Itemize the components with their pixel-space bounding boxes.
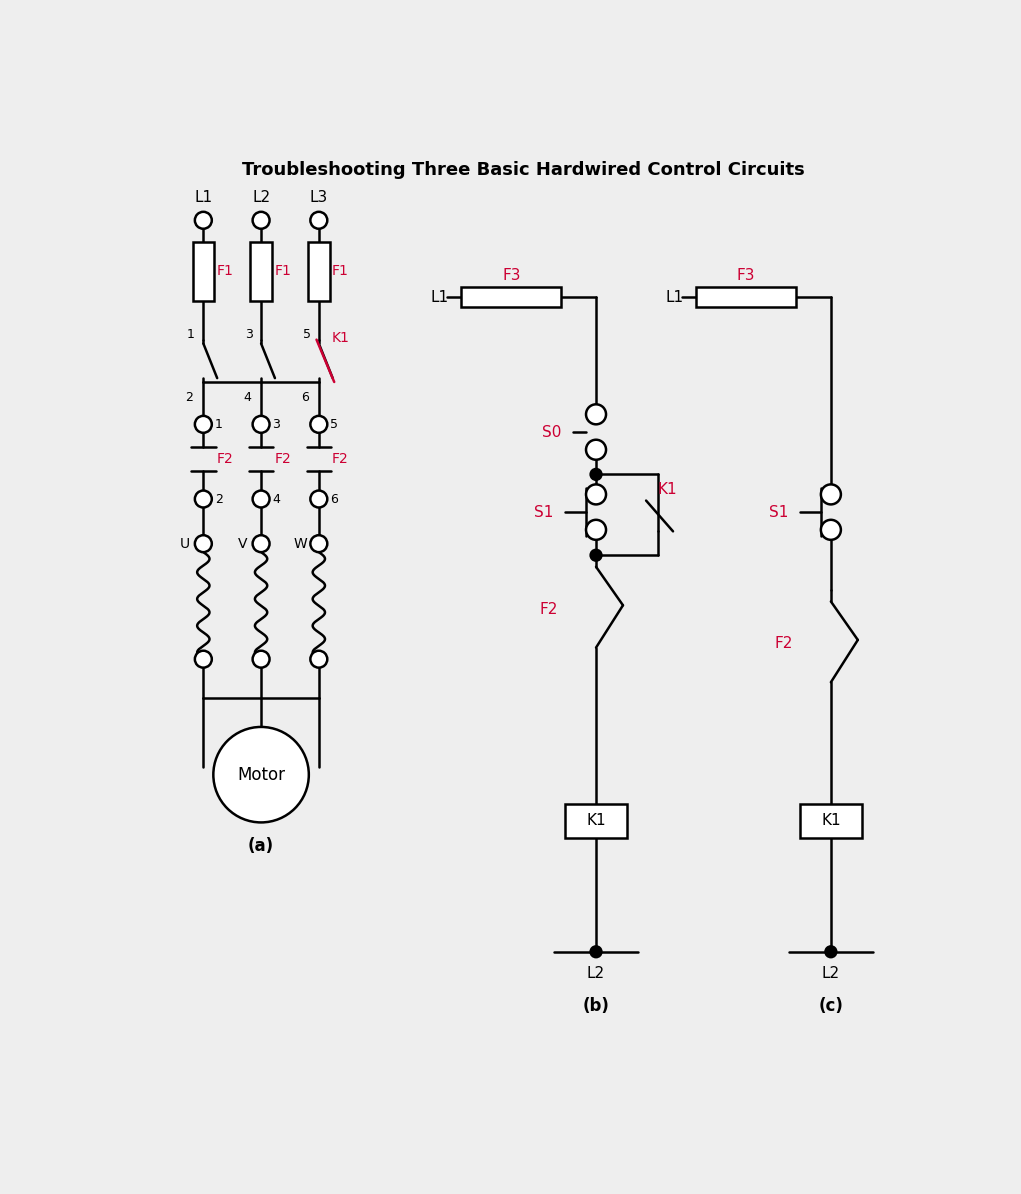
Text: L2: L2 bbox=[822, 966, 840, 980]
Circle shape bbox=[590, 947, 601, 958]
Text: (a): (a) bbox=[248, 837, 275, 855]
Circle shape bbox=[586, 519, 606, 540]
Text: 4: 4 bbox=[243, 390, 251, 404]
Text: 2: 2 bbox=[186, 390, 193, 404]
Text: K1: K1 bbox=[332, 331, 349, 345]
Circle shape bbox=[586, 405, 606, 424]
Circle shape bbox=[195, 535, 211, 552]
Text: F3: F3 bbox=[502, 269, 521, 283]
Text: L1: L1 bbox=[431, 290, 448, 304]
Text: L1: L1 bbox=[194, 190, 212, 204]
Circle shape bbox=[826, 947, 836, 958]
Text: U: U bbox=[180, 536, 190, 550]
Text: 3: 3 bbox=[273, 418, 281, 431]
Text: S1: S1 bbox=[769, 505, 788, 519]
Bar bbox=[566, 804, 627, 838]
Text: L3: L3 bbox=[309, 190, 328, 204]
Text: F2: F2 bbox=[774, 636, 792, 651]
Text: 3: 3 bbox=[245, 327, 252, 340]
Text: (c): (c) bbox=[819, 997, 843, 1015]
Bar bbox=[696, 288, 796, 307]
Text: 1: 1 bbox=[214, 418, 223, 431]
Bar bbox=[193, 242, 214, 301]
Text: 1: 1 bbox=[187, 327, 195, 340]
Circle shape bbox=[310, 535, 328, 552]
Circle shape bbox=[252, 416, 270, 432]
Text: S1: S1 bbox=[534, 505, 553, 519]
Circle shape bbox=[252, 651, 270, 667]
Circle shape bbox=[310, 211, 328, 229]
Text: W: W bbox=[293, 536, 307, 550]
Text: K1: K1 bbox=[658, 481, 677, 497]
Text: 4: 4 bbox=[273, 492, 281, 505]
Circle shape bbox=[310, 651, 328, 667]
Text: F2: F2 bbox=[216, 453, 233, 466]
Text: Motor: Motor bbox=[237, 765, 285, 783]
Text: K1: K1 bbox=[821, 813, 840, 829]
Circle shape bbox=[252, 211, 270, 229]
Text: (b): (b) bbox=[583, 997, 610, 1015]
Text: 6: 6 bbox=[330, 492, 338, 505]
Text: V: V bbox=[238, 536, 247, 550]
Text: F2: F2 bbox=[275, 453, 291, 466]
Bar bbox=[250, 242, 272, 301]
Text: K1: K1 bbox=[586, 813, 605, 829]
Text: F1: F1 bbox=[332, 264, 349, 278]
Circle shape bbox=[195, 211, 211, 229]
Text: F1: F1 bbox=[275, 264, 291, 278]
Text: S0: S0 bbox=[542, 425, 562, 439]
Text: F3: F3 bbox=[737, 269, 756, 283]
Circle shape bbox=[310, 416, 328, 432]
Circle shape bbox=[586, 485, 606, 504]
Circle shape bbox=[252, 491, 270, 507]
Text: F1: F1 bbox=[216, 264, 234, 278]
Circle shape bbox=[590, 550, 601, 561]
Circle shape bbox=[213, 727, 308, 823]
Bar bbox=[800, 804, 862, 838]
Text: 5: 5 bbox=[330, 418, 338, 431]
Circle shape bbox=[195, 651, 211, 667]
Circle shape bbox=[252, 535, 270, 552]
Circle shape bbox=[821, 519, 841, 540]
Text: F2: F2 bbox=[539, 602, 557, 616]
Text: 2: 2 bbox=[214, 492, 223, 505]
Text: L1: L1 bbox=[666, 290, 683, 304]
Text: L2: L2 bbox=[252, 190, 271, 204]
Bar bbox=[461, 288, 562, 307]
Circle shape bbox=[310, 491, 328, 507]
Bar bbox=[308, 242, 330, 301]
Text: L2: L2 bbox=[587, 966, 605, 980]
Text: Troubleshooting Three Basic Hardwired Control Circuits: Troubleshooting Three Basic Hardwired Co… bbox=[242, 161, 805, 179]
Circle shape bbox=[195, 416, 211, 432]
Circle shape bbox=[195, 491, 211, 507]
Text: F2: F2 bbox=[332, 453, 349, 466]
Text: 6: 6 bbox=[301, 390, 309, 404]
Circle shape bbox=[821, 485, 841, 504]
Circle shape bbox=[586, 439, 606, 460]
Text: 5: 5 bbox=[302, 327, 310, 340]
Circle shape bbox=[590, 469, 601, 480]
